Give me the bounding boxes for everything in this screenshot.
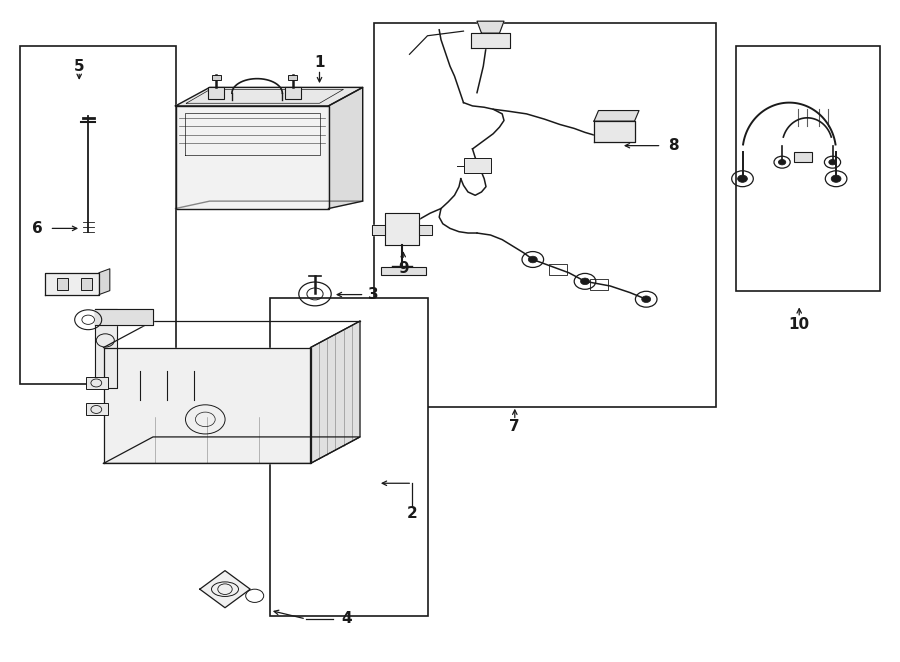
Circle shape [829,160,836,165]
Polygon shape [419,225,432,235]
Text: 2: 2 [407,506,418,520]
Polygon shape [104,437,360,463]
Text: 10: 10 [788,317,810,332]
Bar [374,23,716,407]
Circle shape [832,175,841,182]
Circle shape [642,296,651,303]
Text: 7: 7 [509,420,520,434]
Bar [86,377,108,389]
Bar [284,87,301,99]
Bar [736,46,880,291]
Text: 9: 9 [398,261,409,275]
Text: 4: 4 [341,612,352,626]
Bar [794,152,812,162]
Polygon shape [94,308,117,388]
Bar [81,278,92,290]
Bar [57,278,68,290]
Bar [20,46,176,384]
Bar [288,75,297,80]
Circle shape [528,256,537,263]
Polygon shape [94,308,153,325]
Polygon shape [45,273,99,295]
Circle shape [580,278,590,285]
Text: 1: 1 [314,56,325,70]
Polygon shape [99,269,110,295]
Text: 5: 5 [74,59,85,73]
Polygon shape [310,321,360,463]
Text: 3: 3 [368,287,379,302]
Text: 8: 8 [668,138,679,153]
Text: 6: 6 [32,221,43,236]
Polygon shape [594,111,639,121]
Polygon shape [372,225,385,235]
Bar [381,267,426,275]
Polygon shape [594,121,634,142]
Polygon shape [176,106,328,209]
Polygon shape [104,348,310,463]
Circle shape [738,175,747,182]
Circle shape [778,160,786,165]
Polygon shape [200,571,250,608]
Polygon shape [176,87,363,106]
Bar [212,75,220,80]
Bar [590,279,608,290]
Polygon shape [471,33,510,48]
Bar [176,106,328,209]
Polygon shape [477,21,504,33]
Bar [549,264,567,275]
Bar [464,158,490,173]
Polygon shape [385,213,419,245]
Bar [86,403,108,416]
Bar [208,87,224,99]
Bar [270,298,428,616]
Polygon shape [328,87,363,209]
